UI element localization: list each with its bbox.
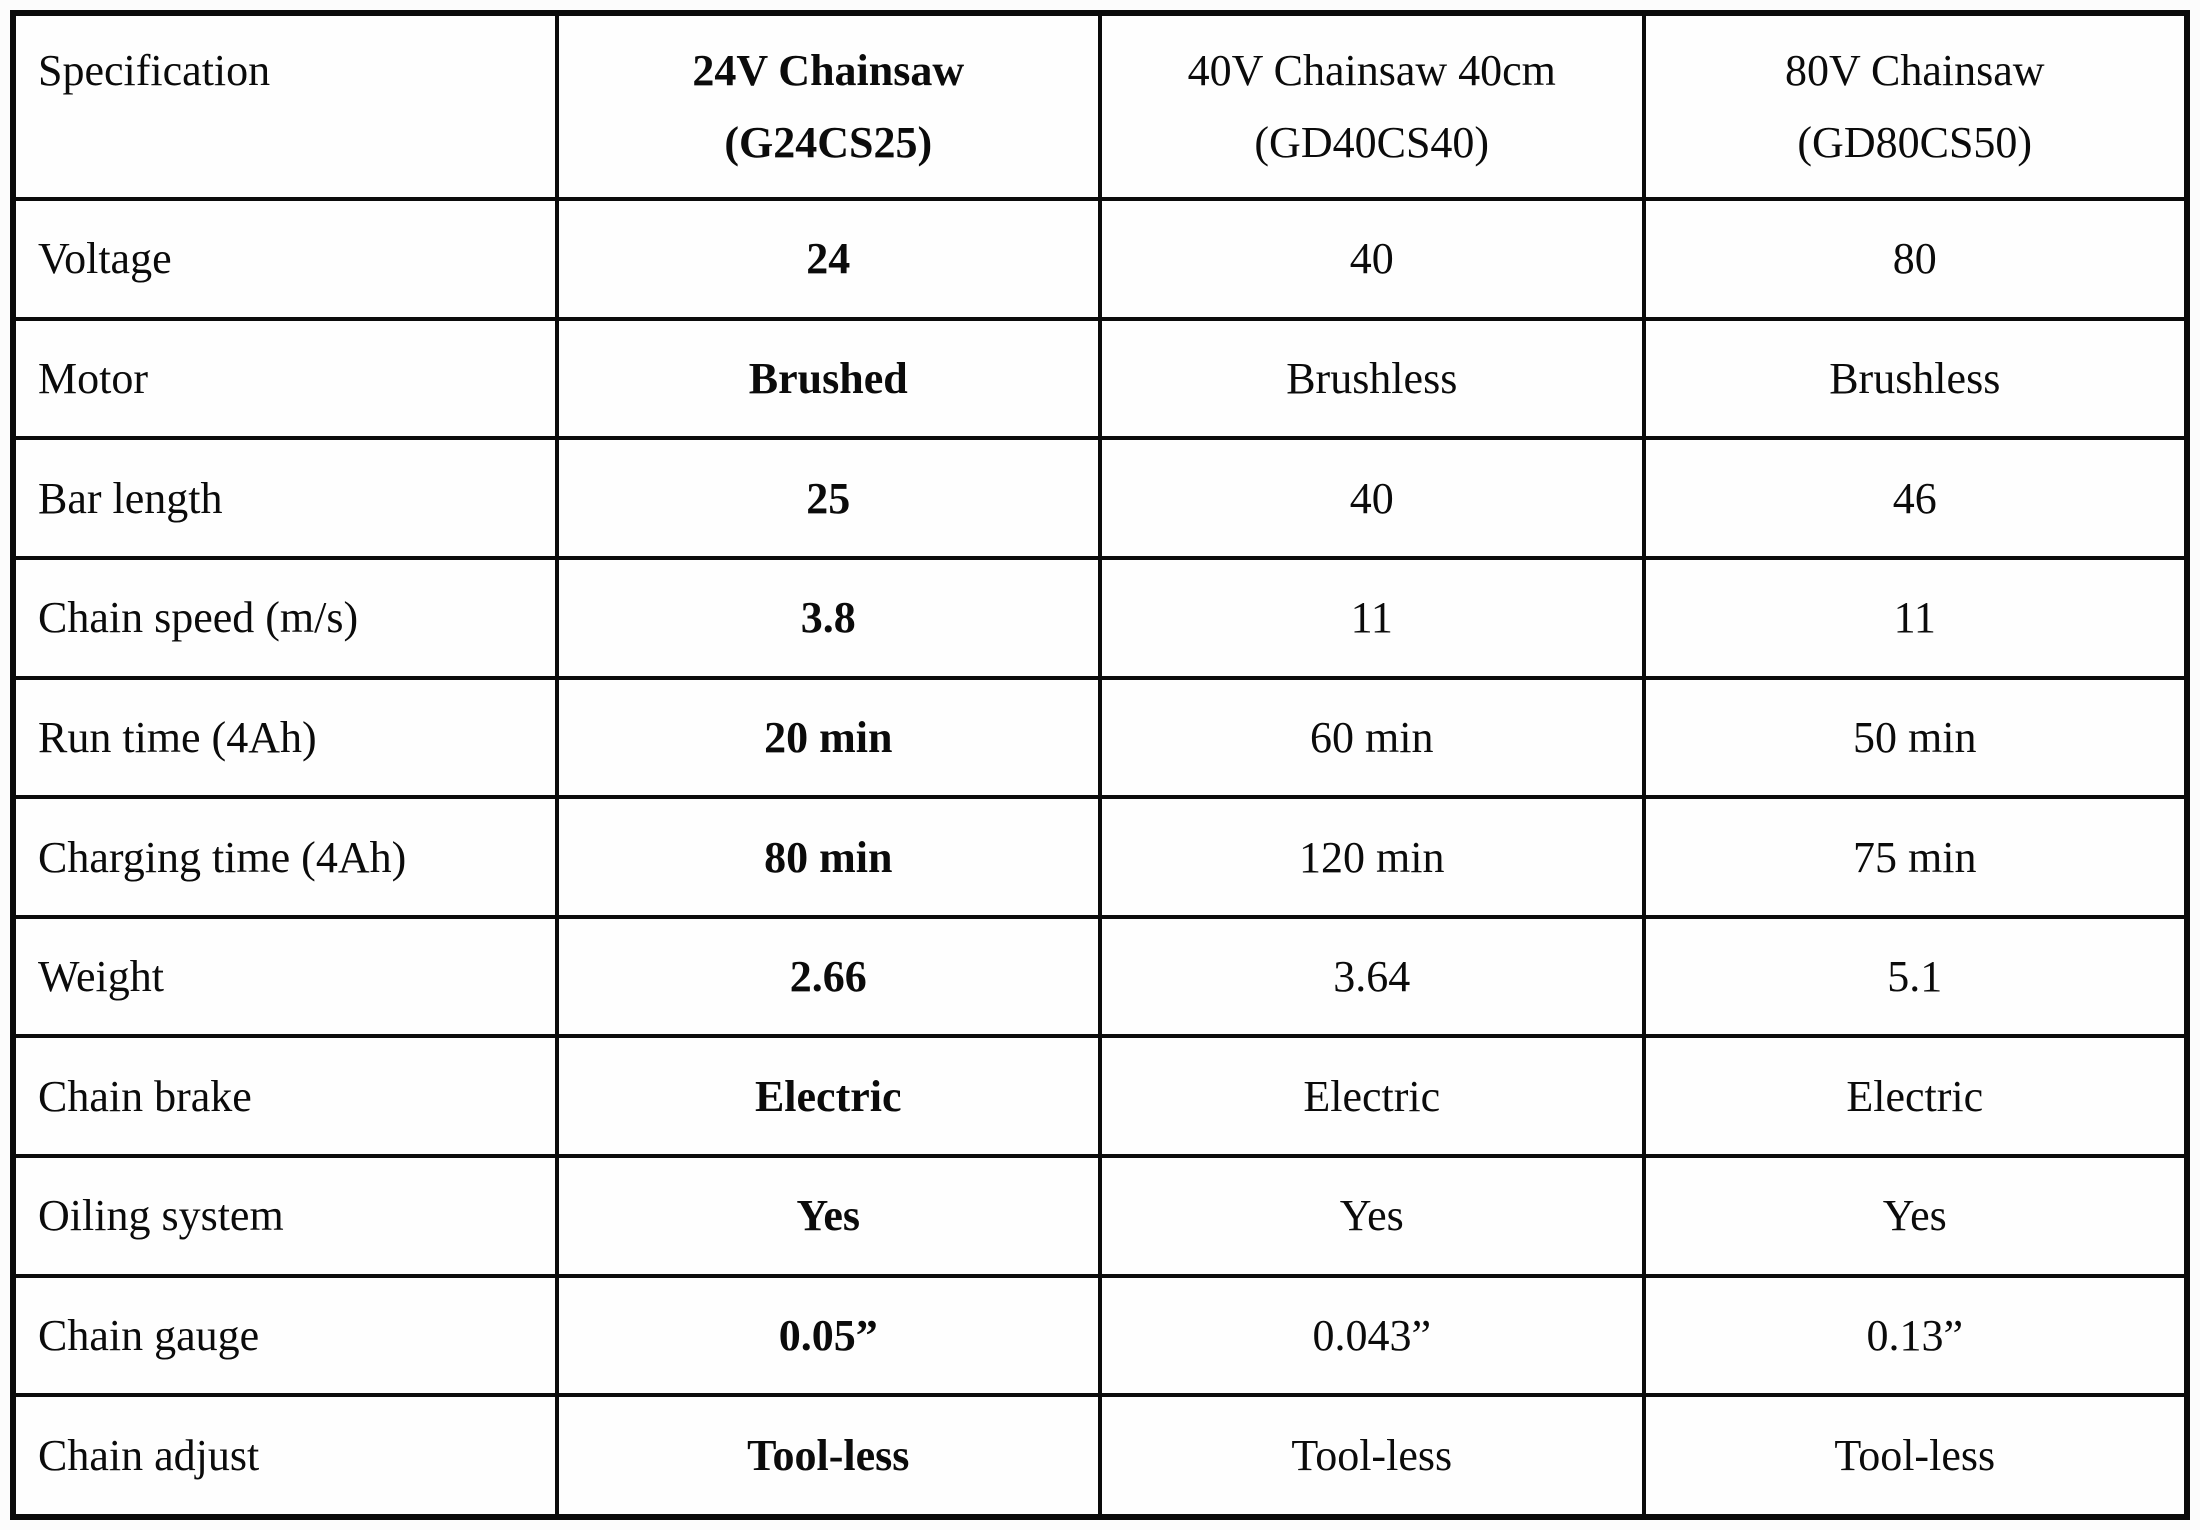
spec-comparison-table: Specification 24V Chainsaw (G24CS25) 40V… — [10, 10, 2190, 1520]
cell-value: Yes — [554, 1154, 1102, 1278]
row-label: Oiling system — [11, 1154, 559, 1278]
cell-value: 46 — [1641, 436, 2189, 560]
table-row-chain-gauge: Chain gauge 0.05” 0.043” 0.13” — [11, 1273, 2189, 1398]
cell-value: 11 — [1098, 555, 1646, 680]
column-header-specification: Specification — [11, 11, 559, 201]
column-title: 24V Chainsaw — [692, 46, 965, 96]
row-label: Chain brake — [11, 1034, 559, 1159]
column-header-24v-chainsaw: 24V Chainsaw (G24CS25) — [554, 11, 1102, 201]
table-header-row: Specification 24V Chainsaw (G24CS25) 40V… — [11, 11, 2189, 201]
cell-value: 80 min — [554, 795, 1102, 919]
table-row-run-time: Run time (4Ah) 20 min 60 min 50 min — [11, 675, 2189, 800]
column-title: 40V Chainsaw 40cm — [1187, 46, 1556, 96]
cell-value: 120 min — [1098, 795, 1646, 919]
column-header-40v-chainsaw: 40V Chainsaw 40cm (GD40CS40) — [1098, 11, 1646, 201]
table-row-chain-adjust: Chain adjust Tool-less Tool-less Tool-le… — [11, 1393, 2189, 1519]
cell-value: 24 — [554, 197, 1102, 321]
cell-value: 3.64 — [1098, 914, 1646, 1039]
cell-value: 40 — [1098, 197, 1646, 321]
cell-value: 75 min — [1641, 795, 2189, 919]
cell-value: Yes — [1641, 1154, 2189, 1278]
row-label: Bar length — [11, 436, 559, 560]
row-label: Weight — [11, 914, 559, 1039]
cell-value: Electric — [1098, 1034, 1646, 1159]
cell-value: Tool-less — [1641, 1393, 2189, 1519]
row-label: Chain adjust — [11, 1393, 559, 1519]
cell-value: 60 min — [1098, 675, 1646, 800]
cell-value: Brushless — [1098, 316, 1646, 441]
table-row-oiling-system: Oiling system Yes Yes Yes — [11, 1154, 2189, 1278]
table-row-motor: Motor Brushed Brushless Brushless — [11, 316, 2189, 441]
cell-value: Electric — [1641, 1034, 2189, 1159]
column-model: (GD40CS40) — [1254, 117, 1490, 167]
cell-value: Electric — [554, 1034, 1102, 1159]
cell-value: 3.8 — [554, 555, 1102, 680]
cell-value: 11 — [1641, 555, 2189, 680]
column-model: (GD80CS50) — [1797, 117, 2033, 167]
cell-value: 20 min — [554, 675, 1102, 800]
row-label: Chain speed (m/s) — [11, 555, 559, 680]
cell-value: 0.05” — [554, 1273, 1102, 1398]
cell-value: 0.13” — [1641, 1273, 2189, 1398]
cell-value: Tool-less — [554, 1393, 1102, 1519]
column-model — [38, 107, 545, 178]
column-title: 80V Chainsaw — [1784, 46, 2045, 96]
table-row-bar-length: Bar length 25 40 46 — [11, 436, 2189, 560]
row-label: Voltage — [11, 197, 559, 321]
cell-value: Tool-less — [1098, 1393, 1646, 1519]
table-row-charging-time: Charging time (4Ah) 80 min 120 min 75 mi… — [11, 795, 2189, 919]
table-row-chain-brake: Chain brake Electric Electric Electric — [11, 1034, 2189, 1159]
cell-value: 25 — [554, 436, 1102, 560]
row-label: Motor — [11, 316, 559, 441]
cell-value: 0.043” — [1098, 1273, 1646, 1398]
row-label: Run time (4Ah) — [11, 675, 559, 800]
cell-value: 50 min — [1641, 675, 2189, 800]
column-title: Specification — [38, 46, 271, 96]
cell-value: Brushless — [1641, 316, 2189, 441]
cell-value: 80 — [1641, 197, 2189, 321]
cell-value: Yes — [1098, 1154, 1646, 1278]
table-row-voltage: Voltage 24 40 80 — [11, 197, 2189, 321]
cell-value: Brushed — [554, 316, 1102, 441]
row-label: Charging time (4Ah) — [11, 795, 559, 919]
cell-value: 2.66 — [554, 914, 1102, 1039]
table-row-chain-speed: Chain speed (m/s) 3.8 11 11 — [11, 555, 2189, 680]
cell-value: 40 — [1098, 436, 1646, 560]
column-header-80v-chainsaw: 80V Chainsaw (GD80CS50) — [1641, 11, 2189, 201]
column-model: (G24CS25) — [724, 117, 933, 167]
cell-value: 5.1 — [1641, 914, 2189, 1039]
table-row-weight: Weight 2.66 3.64 5.1 — [11, 914, 2189, 1039]
row-label: Chain gauge — [11, 1273, 559, 1398]
